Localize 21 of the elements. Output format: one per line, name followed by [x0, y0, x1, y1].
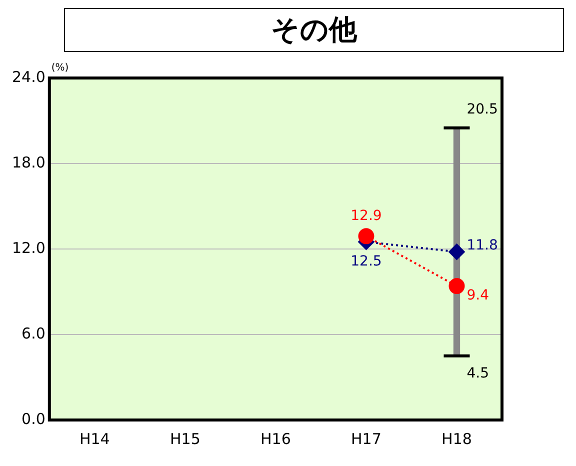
- point: [448, 278, 465, 294]
- annotation: 4.5: [466, 366, 490, 382]
- point: [448, 244, 465, 260]
- y-tick-label: 6.0: [22, 324, 46, 342]
- x-tick-label: H16: [260, 430, 291, 448]
- annotation: 20.5: [466, 102, 498, 118]
- y-tick-label: 0.0: [22, 410, 46, 428]
- y-tick-label: 18.0: [12, 153, 46, 172]
- data-label: 12.5: [350, 254, 382, 270]
- y-axis-title: (%): [51, 62, 69, 74]
- x-tick-label: H14: [79, 430, 110, 448]
- x-tick-label: H15: [170, 430, 200, 448]
- chart-title: その他: [64, 8, 564, 52]
- data-label: 9.4: [466, 288, 490, 304]
- x-tick-label: H18: [442, 430, 472, 448]
- y-tick-label: 12.0: [12, 238, 46, 257]
- y-tick-label: 24.0: [12, 68, 46, 86]
- data-label: 11.8: [466, 237, 498, 254]
- x-tick-label: H17: [351, 430, 382, 448]
- data-label: 12.9: [350, 208, 382, 224]
- point: [358, 228, 374, 244]
